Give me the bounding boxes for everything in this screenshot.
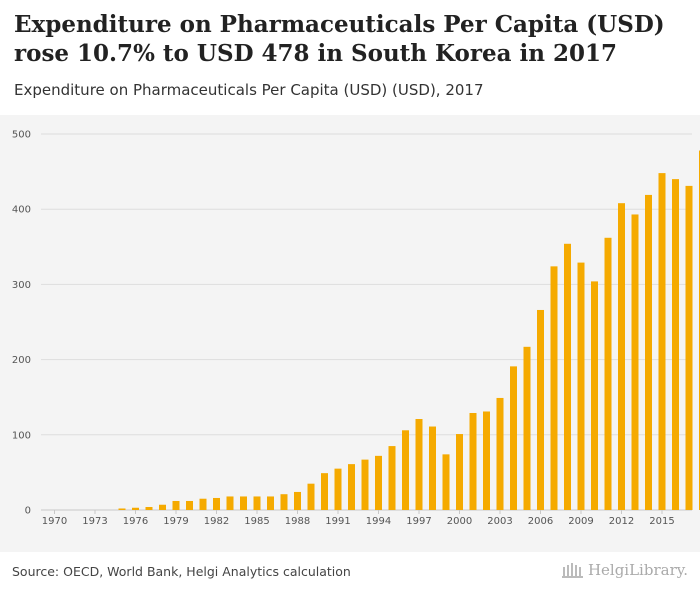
bar-1992 <box>348 464 355 510</box>
bar-1987 <box>280 494 288 510</box>
logo-text: HelgiLibrary. <box>587 561 688 579</box>
x-tick-label: 1976 <box>123 516 148 527</box>
x-tick-label: 1973 <box>82 516 107 527</box>
y-tick-label: 300 <box>12 280 31 291</box>
bar-2003 <box>496 397 504 510</box>
bar-1996 <box>402 430 409 510</box>
bar-1993 <box>361 459 369 510</box>
source-note: Source: OECD, World Bank, Helgi Analytic… <box>12 564 351 579</box>
bar-2016 <box>672 179 679 510</box>
bar-2012 <box>618 203 625 510</box>
bar-1990 <box>321 473 328 510</box>
y-tick-label: 500 <box>12 130 31 141</box>
x-tick-label: 2000 <box>447 516 472 527</box>
x-tick-label: 1991 <box>325 516 350 527</box>
bar-1986 <box>267 496 274 510</box>
x-tick-label: 1982 <box>204 516 229 527</box>
x-tick-label: 2012 <box>609 516 634 527</box>
footer <box>0 552 700 596</box>
chart-subtitle: Expenditure on Pharmaceuticals Per Capit… <box>14 81 484 99</box>
helgi-library-logo: HelgiLibrary. <box>561 561 688 579</box>
bar-1981 <box>199 498 207 510</box>
bar-2005 <box>523 346 531 510</box>
x-tick-label: 2009 <box>568 516 593 527</box>
bar-1978 <box>159 504 166 510</box>
bar-1989 <box>307 483 315 510</box>
bar-1988 <box>294 491 301 510</box>
bar-2004 <box>510 366 517 510</box>
x-tick-label: 1979 <box>163 516 188 527</box>
bar-1975 <box>118 508 126 510</box>
bar-2008 <box>564 243 571 511</box>
bar-1982 <box>213 497 220 510</box>
x-tick-label: 2006 <box>528 516 553 527</box>
y-tick-label: 100 <box>12 430 31 441</box>
bar-2017 <box>685 185 693 510</box>
bar-2002 <box>483 411 490 510</box>
bar-2015 <box>658 173 666 510</box>
bar-2007 <box>550 266 558 510</box>
bar-2000 <box>456 434 463 510</box>
bar-chart: 0 100 200 300 400 500 1970 1973 1976 1979 1982 1985… <box>12 130 700 527</box>
bar-1998 <box>429 426 436 510</box>
bar-1994 <box>375 455 382 510</box>
bar-1976 <box>132 507 139 510</box>
x-tick-label: 1997 <box>406 516 431 527</box>
bar-1977 <box>145 506 153 510</box>
bar-1991 <box>334 468 342 510</box>
bar-2009 <box>577 262 585 510</box>
bar-2014 <box>645 194 652 511</box>
x-tick-label: 1970 <box>42 516 67 527</box>
bar-1980 <box>186 500 193 510</box>
bar-1997 <box>415 419 423 510</box>
bar-1985 <box>253 496 261 510</box>
x-tick-label: 2003 <box>487 516 512 527</box>
bar-2006 <box>537 309 544 510</box>
bar-2011 <box>604 237 612 510</box>
bar-2001 <box>469 412 477 510</box>
x-tick-label: 1985 <box>244 516 269 527</box>
bar-1984 <box>240 496 247 510</box>
bar-2013 <box>631 214 639 510</box>
bar-1983 <box>226 496 234 510</box>
x-tick-label: 1994 <box>366 516 391 527</box>
y-tick-label: 0 <box>25 506 31 517</box>
library-building-icon <box>561 563 583 578</box>
bar-1995 <box>388 446 396 510</box>
x-tick-label: 2015 <box>649 516 674 527</box>
chart-title: Expenditure on Pharmaceuticals Per Capit… <box>14 11 665 67</box>
bar-1979 <box>172 500 180 510</box>
y-tick-label: 400 <box>12 205 31 216</box>
bar-1999 <box>442 454 450 510</box>
x-tick-label: 1988 <box>285 516 310 527</box>
bar-2010 <box>591 281 598 510</box>
y-tick-label: 200 <box>12 355 31 366</box>
